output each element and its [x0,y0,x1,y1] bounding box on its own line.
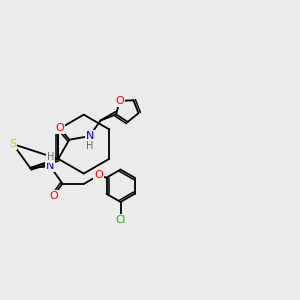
Text: H: H [86,141,94,151]
Text: O: O [115,96,124,106]
Text: Cl: Cl [116,214,126,225]
Text: N: N [85,131,94,141]
Text: O: O [94,170,103,181]
Text: O: O [55,123,64,133]
Text: N: N [46,161,54,171]
Text: H: H [46,152,54,162]
Text: S: S [9,139,16,149]
Text: O: O [50,190,58,201]
